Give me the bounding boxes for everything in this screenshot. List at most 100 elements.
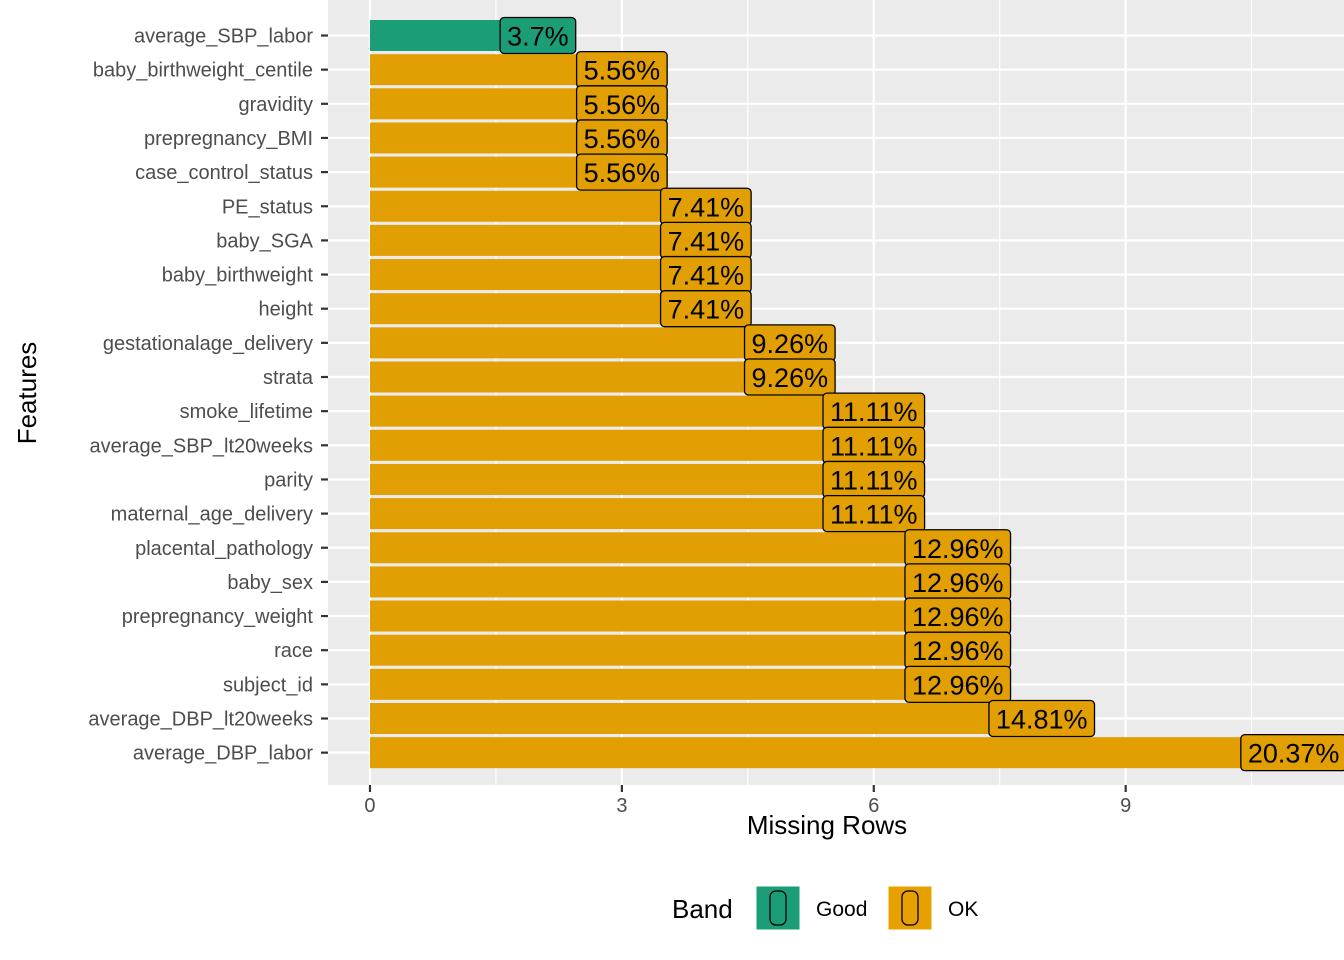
bar	[369, 259, 706, 291]
y-tick-label: baby_birthweight_centile	[93, 60, 313, 82]
data-label-text: 12.96%	[912, 568, 1004, 598]
bar	[369, 429, 874, 461]
legend-label: Good	[816, 898, 867, 921]
bar	[369, 327, 790, 359]
bar	[369, 566, 958, 598]
y-tick-label: baby_sex	[227, 572, 313, 594]
data-label-box	[499, 16, 577, 55]
bar-labels: 3.7%5.56%5.56%5.56%5.56%7.41%7.41%7.41%7…	[499, 16, 1344, 772]
y-axis-title: Features	[12, 342, 42, 445]
bar	[369, 395, 874, 427]
bar	[369, 498, 874, 530]
data-label-text: 12.96%	[912, 670, 1004, 700]
data-label-text: 7.41%	[668, 192, 745, 222]
data-label-box	[743, 358, 836, 396]
y-tick-label: PE_status	[222, 196, 313, 218]
legend-key-glyph	[769, 890, 787, 926]
y-tick-label: average_DBP_labor	[133, 743, 313, 765]
y-tick-label: subject_id	[223, 674, 313, 696]
data-label-text: 5.56%	[584, 90, 661, 120]
bar	[369, 463, 874, 495]
legend-label: OK	[948, 898, 978, 921]
data-label-text: 12.96%	[912, 534, 1004, 564]
x-tick-label: 3	[616, 795, 627, 817]
bar	[369, 703, 1042, 734]
data-label: 12.96%	[904, 631, 1012, 669]
data-label-box	[904, 665, 1012, 703]
data-label-text: 7.41%	[668, 261, 745, 291]
legend-title: Band	[672, 894, 733, 924]
data-label: 3.7%	[499, 16, 577, 55]
data-label: 5.56%	[575, 153, 668, 191]
bar	[369, 532, 958, 564]
bar	[369, 634, 958, 666]
legend-item: Good	[755, 885, 867, 931]
bar	[369, 600, 958, 632]
data-label-text: 7.41%	[668, 295, 745, 325]
y-tick-label: prepregnancy_weight	[122, 606, 314, 628]
data-label-box	[988, 699, 1096, 738]
data-label: 7.41%	[659, 221, 752, 260]
y-tick-label: gestationalage_delivery	[103, 333, 313, 355]
data-label-text: 11.11%	[830, 465, 918, 495]
data-label-text: 5.56%	[584, 124, 661, 154]
data-label: 11.11%	[822, 460, 926, 499]
data-label: 12.96%	[904, 529, 1012, 567]
data-label: 12.96%	[904, 597, 1012, 635]
y-tick-label: parity	[264, 469, 313, 491]
data-label-text: 7.41%	[668, 226, 745, 256]
legend-item: OK	[887, 885, 978, 931]
y-tick-label: baby_birthweight	[162, 265, 314, 287]
bar	[369, 190, 706, 222]
y-tick-label: placental_pathology	[135, 538, 313, 560]
data-label-box	[659, 290, 752, 328]
x-tick-label: 0	[364, 795, 375, 817]
data-label: 5.56%	[575, 119, 668, 157]
data-label-box	[822, 494, 926, 533]
data-label-text: 3.7%	[507, 22, 569, 52]
data-label-text: 11.11%	[830, 431, 918, 461]
legend-items: Good OK	[755, 885, 978, 931]
data-label: 12.96%	[904, 563, 1012, 601]
data-label: 7.41%	[659, 187, 752, 225]
x-tick-label: 6	[868, 795, 879, 817]
data-label: 9.26%	[743, 324, 836, 362]
data-label-text: 5.56%	[584, 56, 661, 86]
y-tick-label: gravidity	[239, 94, 313, 116]
data-label: 11.11%	[822, 494, 926, 533]
data-label: 5.56%	[575, 85, 668, 123]
y-axis: average_SBP_labor baby_birthweight_centil…	[88, 26, 328, 765]
bar	[369, 668, 958, 700]
data-label: 9.26%	[743, 358, 836, 396]
data-label: 14.81%	[988, 699, 1096, 738]
x-axis: 0 3 6 9	[364, 785, 1131, 817]
data-label-text: 9.26%	[752, 329, 829, 359]
y-tick-label: height	[259, 299, 314, 321]
data-label: 5.56%	[575, 51, 668, 89]
data-label-text: 11.11%	[830, 500, 918, 530]
legend-key-glyph	[901, 890, 919, 926]
y-tick-label: case_control_status	[135, 162, 313, 184]
data-label-box	[1240, 734, 1344, 772]
y-tick-label: smoke_lifetime	[180, 401, 313, 423]
data-label: 20.37%	[1240, 734, 1344, 772]
bar	[369, 293, 706, 325]
data-label-box	[575, 153, 668, 191]
data-label-text: 20.37%	[1248, 739, 1340, 769]
x-tick-label: 9	[1120, 795, 1131, 817]
x-axis-title: Missing Rows	[747, 810, 907, 840]
y-tick-label: race	[274, 640, 313, 662]
data-label-text: 12.96%	[912, 602, 1004, 632]
y-tick-label: average_DBP_lt20weeks	[88, 709, 313, 731]
data-label: 12.96%	[904, 665, 1012, 703]
y-tick-label: average_SBP_lt20weeks	[90, 435, 313, 457]
data-label-text: 9.26%	[752, 363, 829, 393]
data-label-text: 12.96%	[912, 636, 1004, 666]
data-label-text: 5.56%	[584, 158, 661, 188]
y-tick-label: prepregnancy_BMI	[144, 128, 313, 150]
legend: Band Good OK	[672, 885, 978, 931]
data-label: 7.41%	[659, 255, 752, 294]
data-label: 11.11%	[822, 426, 926, 464]
y-tick-label: maternal_age_delivery	[111, 504, 313, 526]
